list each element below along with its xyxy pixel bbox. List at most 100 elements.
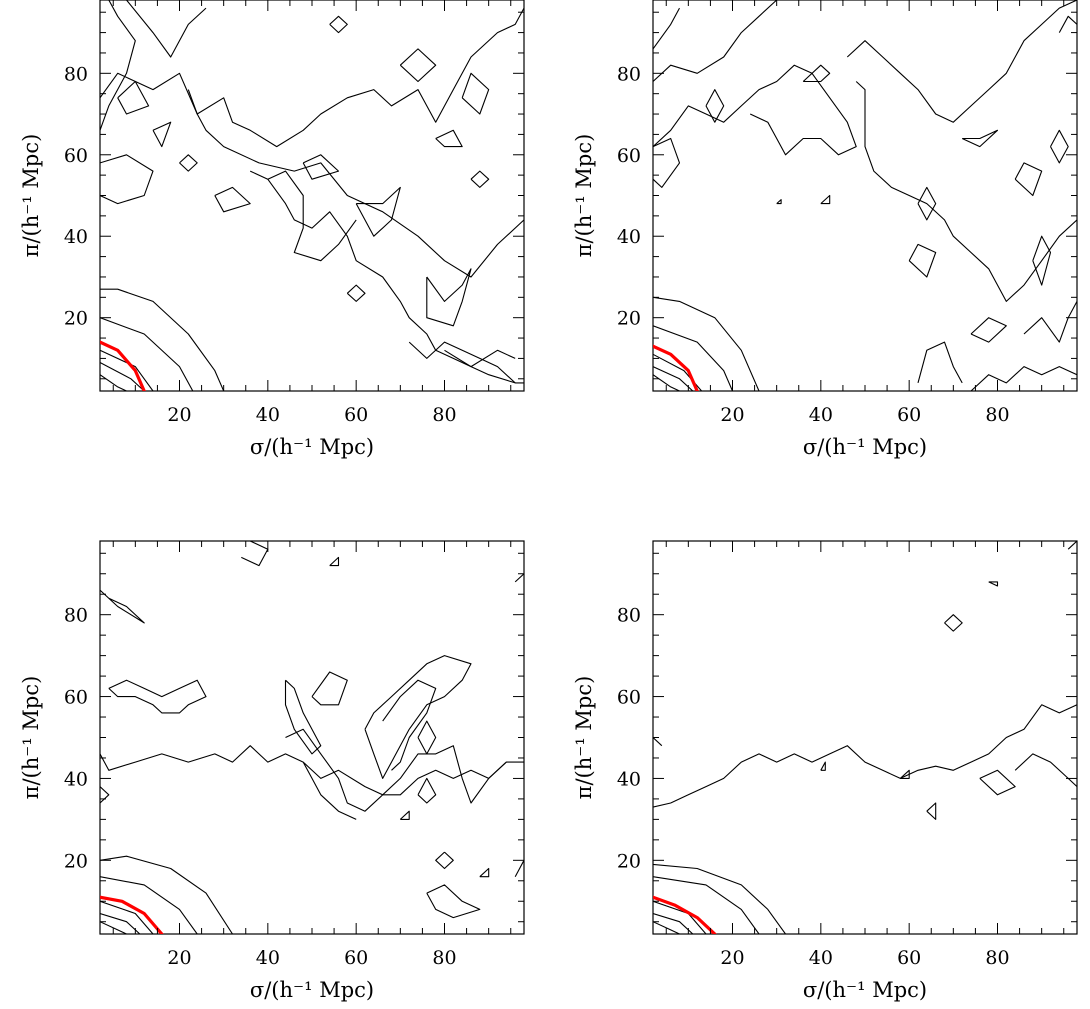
- outer-contour-3: [705, 89, 725, 123]
- y-tick-label: 80: [617, 605, 641, 627]
- plot-frame: [99, 0, 525, 392]
- contours: [100, 541, 524, 934]
- outer-contour-4: [311, 671, 348, 706]
- outer-contour-11: [1032, 235, 1052, 286]
- outer-contour-3: [152, 121, 172, 148]
- outer-contour-8: [653, 737, 663, 747]
- inner-contour-1: [100, 362, 145, 391]
- x-tick-label: 20: [720, 947, 744, 969]
- outer-contour-19: [100, 786, 110, 804]
- outer-contour-9: [417, 720, 437, 755]
- inner-contour-3: [100, 317, 194, 391]
- x-tick-label: 20: [720, 404, 744, 426]
- outer-contour-0: [653, 704, 1077, 808]
- outer-contour-4: [100, 72, 524, 278]
- outer-contour-2: [117, 80, 150, 115]
- outer-contour-21: [399, 48, 437, 83]
- x-tick-label: 20: [167, 947, 191, 969]
- y-tick-label: 40: [617, 226, 641, 248]
- outer-contour-10: [179, 154, 198, 172]
- x-tick-label: 60: [897, 404, 921, 426]
- highlight-contour: [100, 895, 164, 934]
- outer-contour-13: [917, 186, 937, 221]
- inner-contour-0: [653, 921, 680, 934]
- y-tick-label: 20: [64, 308, 88, 330]
- outer-contour-1: [1014, 753, 1077, 788]
- outer-contour-14: [479, 867, 490, 878]
- outer-contour-17: [917, 341, 963, 384]
- x-tick-label: 40: [809, 404, 833, 426]
- contours: [100, 0, 524, 391]
- plot-frame: [652, 0, 1078, 392]
- outer-contour-6: [820, 761, 826, 771]
- plot-frame: [99, 540, 525, 935]
- inner-contour-3: [653, 325, 734, 391]
- outer-contour-8: [355, 186, 401, 237]
- y-tick-label: 60: [64, 145, 88, 167]
- contours: [653, 541, 1077, 934]
- inner-contour-2: [100, 349, 154, 391]
- y-tick-label: 60: [617, 145, 641, 167]
- highlight-contour: [100, 340, 146, 391]
- outer-contour-5: [926, 802, 937, 820]
- y-axis-label: π/(h⁻¹ Mpc): [19, 676, 43, 800]
- x-tick-label: 40: [256, 947, 280, 969]
- outer-contour-16: [461, 72, 490, 115]
- outer-contour-0: [100, 0, 136, 131]
- inner-contour-3: [100, 876, 198, 934]
- x-tick-label: 20: [167, 404, 191, 426]
- inner-contour-4: [653, 296, 760, 391]
- outer-contour-2: [979, 769, 1016, 796]
- x-tick-label: 40: [809, 947, 833, 969]
- outer-contour-5: [187, 7, 524, 148]
- inner-contour-4: [100, 855, 233, 934]
- inner-contour-0: [100, 921, 127, 934]
- x-axis-label: σ/(h⁻¹ Mpc): [803, 435, 927, 459]
- outer-contour-20: [329, 15, 348, 34]
- outer-contour-5: [653, 137, 681, 188]
- outer-contour-2: [653, 64, 857, 156]
- outer-contour-15: [435, 129, 463, 148]
- outer-contour-16: [970, 317, 1007, 343]
- outer-contour-7: [899, 769, 910, 779]
- outer-contour-9: [1014, 162, 1043, 197]
- inner-contour-4: [653, 863, 786, 934]
- x-tick-label: 80: [432, 404, 456, 426]
- y-axis-label: π/(h⁻¹ Mpc): [572, 134, 596, 258]
- x-tick-label: 80: [432, 947, 456, 969]
- y-axis-label: π/(h⁻¹ Mpc): [572, 676, 596, 800]
- y-tick-label: 20: [617, 308, 641, 330]
- highlight-contour: [653, 344, 699, 391]
- inner-contour-2: [100, 900, 154, 934]
- outer-contour-17: [470, 170, 490, 188]
- x-axis-label: σ/(h⁻¹ Mpc): [803, 978, 927, 1002]
- outer-contour-6: [302, 761, 357, 820]
- outer-contour-13: [346, 284, 366, 302]
- outer-contour-4: [802, 64, 831, 83]
- outer-contour-2: [108, 679, 207, 714]
- outer-contour-18: [1023, 301, 1077, 343]
- outer-contour-12: [908, 243, 937, 278]
- outer-contour-10: [1050, 129, 1069, 164]
- outer-contour-7: [302, 154, 340, 180]
- panel-top-left: 20 40 60 80 20 40 60 80 σ/(h⁻¹ Mpc) π/(h⁻¹ Mpc): [19, 0, 525, 459]
- outer-contour-7: [364, 655, 472, 779]
- outer-contour-15: [514, 860, 524, 877]
- y-tick-label: 40: [617, 768, 641, 790]
- panel-bottom-left: 20 40 60 80 20 40 60 80 σ/(h⁻¹ Mpc) π/(h⁻¹ Mpc): [19, 540, 525, 1002]
- inner-contour-4: [100, 288, 225, 391]
- outer-contour-5: [285, 728, 507, 812]
- outer-contour-12: [435, 851, 454, 870]
- plot-frame: [652, 540, 1078, 935]
- outer-contour-6: [214, 186, 251, 213]
- y-tick-label: 60: [617, 687, 641, 709]
- outer-contour-15: [776, 199, 782, 205]
- outer-contour-20: [1058, 15, 1077, 33]
- outer-contour-10: [417, 777, 437, 804]
- outer-contour-9: [100, 154, 154, 205]
- outer-contour-18: [514, 573, 524, 583]
- y-tick-label: 40: [64, 768, 88, 790]
- outer-contour-3: [944, 614, 963, 632]
- y-tick-label: 40: [64, 226, 88, 248]
- ticks: [100, 541, 524, 934]
